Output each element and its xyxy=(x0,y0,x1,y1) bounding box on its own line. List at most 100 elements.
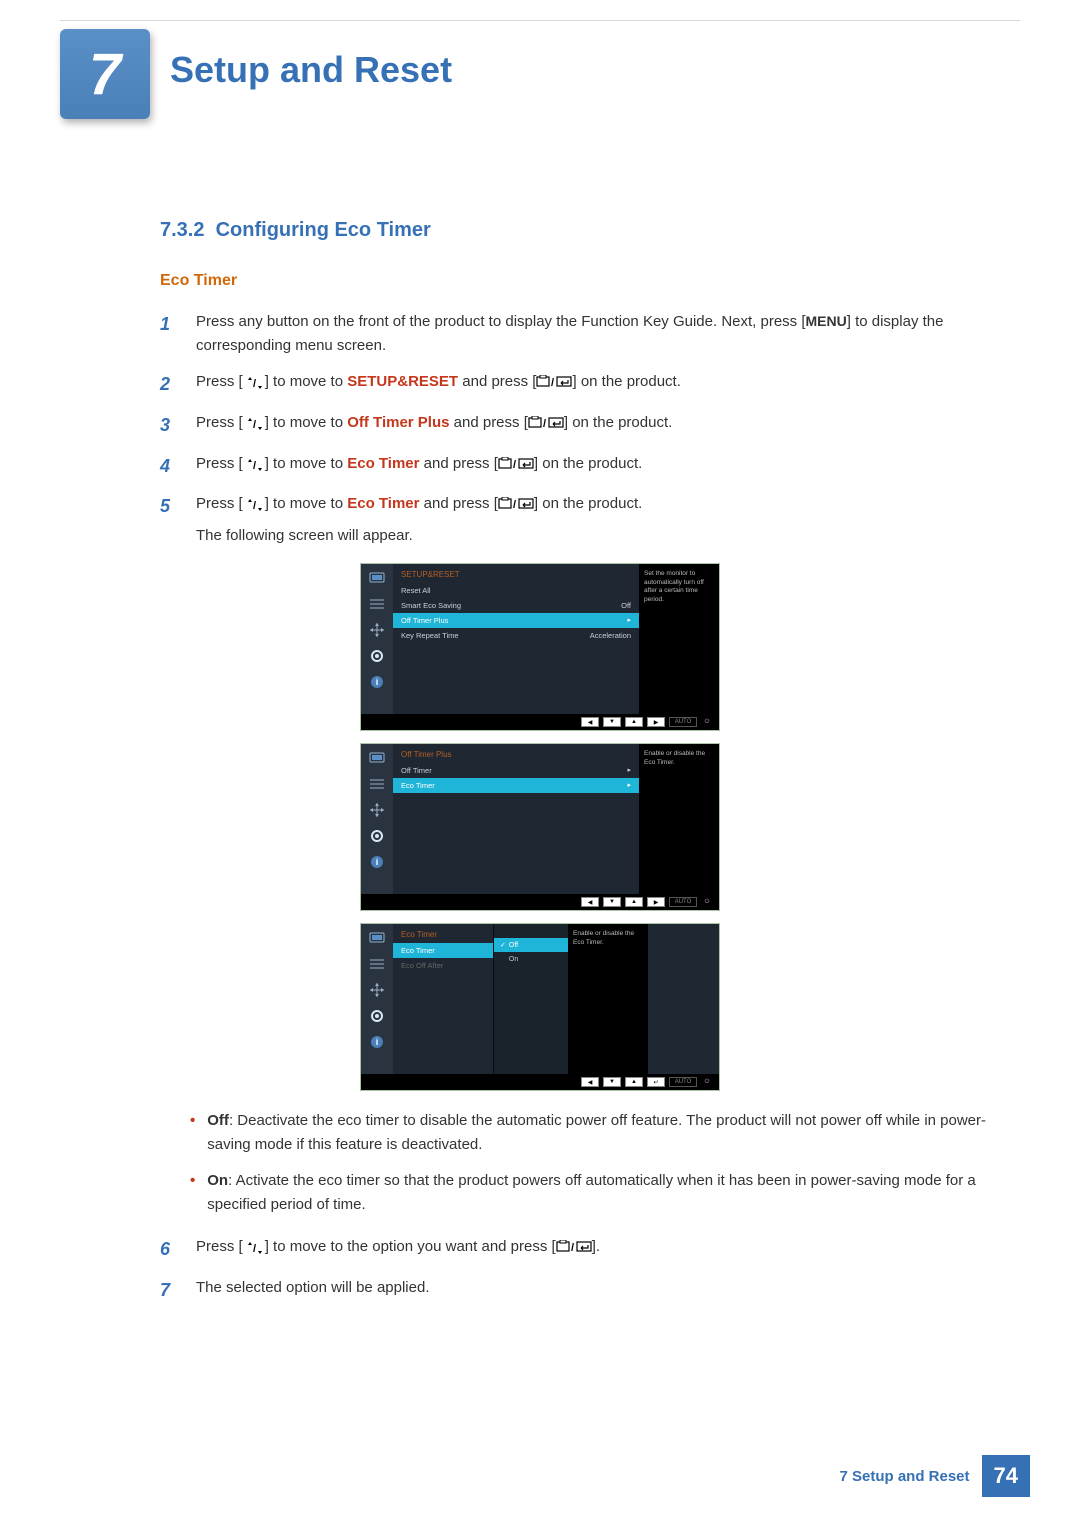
svg-text:/: / xyxy=(543,418,546,430)
info-icon: i xyxy=(367,1034,387,1050)
osd-eco-timer: i Eco Timer Eco Timer Eco Off After ✓Off… xyxy=(360,923,720,1091)
highlight: Eco Timer xyxy=(347,495,419,512)
label: Off Timer Plus xyxy=(401,616,448,625)
osd-menu: SETUP&RESET Reset All Smart Eco SavingOf… xyxy=(393,564,639,714)
svg-text:/: / xyxy=(253,378,256,389)
t: ] on the product. xyxy=(572,373,680,390)
page-number: 74 xyxy=(982,1455,1030,1497)
value: Acceleration xyxy=(590,631,631,640)
t: ] to move to xyxy=(265,414,348,431)
nav-auto: AUTO xyxy=(669,1077,697,1087)
osd-row-highlight: Eco Timer xyxy=(393,943,493,958)
step-3: 3 Press [/] to move to Off Timer Plus an… xyxy=(160,411,990,440)
t: ] to move to the option you want and pre… xyxy=(265,1238,556,1255)
t: and press [ xyxy=(449,414,527,431)
up-down-icon: / xyxy=(243,370,265,394)
arrows-icon xyxy=(367,802,387,818)
osd-off-timer-plus: i Off Timer Plus Off Timer▸ Eco Timer▸ E… xyxy=(360,743,720,911)
section-number: 7.3.2 xyxy=(160,219,204,241)
value: ▸ xyxy=(627,781,631,790)
chapter-number: 7 xyxy=(60,29,150,119)
monitor-icon xyxy=(367,930,387,946)
bullet-off: • Off: Deactivate the eco timer to disab… xyxy=(190,1109,1020,1157)
nav-left-icon: ◀ xyxy=(581,1077,599,1087)
step-4: 4 Press [/] to move to Eco Timer and pre… xyxy=(160,452,990,481)
svg-text:i: i xyxy=(376,857,379,867)
osd-row: Key Repeat TimeAcceleration xyxy=(393,628,639,643)
step-number: 7 xyxy=(160,1276,178,1305)
select-enter-icon: / xyxy=(556,1235,592,1259)
step-1: 1 Press any button on the front of the p… xyxy=(160,310,990,358)
list-icon xyxy=(367,776,387,792)
bullet-label: On xyxy=(207,1172,228,1189)
svg-text:/: / xyxy=(253,1243,256,1254)
osd-submenu: ✓Off ✓On xyxy=(493,924,568,1074)
osd-title: Eco Timer xyxy=(393,928,493,943)
osd-sidebar: i xyxy=(361,924,393,1074)
step-5: 5 Press [/] to move to Eco Timer and pre… xyxy=(160,492,990,548)
osd-sidebar: i xyxy=(361,744,393,894)
t: Press [ xyxy=(196,414,243,431)
label: Off Timer xyxy=(401,766,432,775)
osd-row: Smart Eco SavingOff xyxy=(393,598,639,613)
gear-icon xyxy=(367,648,387,664)
t: and press [ xyxy=(420,455,498,472)
list-icon xyxy=(367,596,387,612)
nav-down-icon: ▼ xyxy=(603,897,621,907)
submenu-row-selected: ✓Off xyxy=(494,938,568,952)
svg-text:/: / xyxy=(513,459,516,471)
list-icon xyxy=(367,956,387,972)
nav-left-icon: ◀ xyxy=(581,897,599,907)
label: Eco Off After xyxy=(401,961,443,970)
svg-text:i: i xyxy=(376,1037,379,1047)
select-enter-icon: / xyxy=(528,411,564,435)
step-number: 3 xyxy=(160,411,178,440)
step-2: 2 Press [/] to move to SETUP&RESET and p… xyxy=(160,370,990,399)
svg-text:/: / xyxy=(253,460,256,471)
bullet-dot-icon: • xyxy=(190,1169,195,1217)
osd-menu: Off Timer Plus Off Timer▸ Eco Timer▸ xyxy=(393,744,639,894)
section-title: Configuring Eco Timer xyxy=(216,219,431,241)
svg-text:i: i xyxy=(376,677,379,687)
label: On xyxy=(509,956,518,963)
step-number: 2 xyxy=(160,370,178,399)
bullet-text: : Activate the eco timer so that the pro… xyxy=(207,1172,975,1213)
label: Reset All xyxy=(401,586,431,595)
svg-text:/: / xyxy=(571,1242,574,1254)
nav-enter-icon: ↵ xyxy=(647,1077,665,1087)
osd-row-highlight: Eco Timer ▸ xyxy=(393,778,639,793)
t: ] to move to xyxy=(265,495,348,512)
monitor-icon xyxy=(367,570,387,586)
step-text: Press [/] to move to SETUP&RESET and pre… xyxy=(196,370,990,399)
label: Eco Timer xyxy=(401,781,435,790)
osd-description: Set the monitor to automatically turn of… xyxy=(639,564,719,714)
osd-sidebar: i xyxy=(361,564,393,714)
nav-down-icon: ▼ xyxy=(603,717,621,727)
check-icon: ✓ xyxy=(500,941,506,949)
info-icon: i xyxy=(367,674,387,690)
power-icon: ⏻ xyxy=(701,717,713,727)
value: Off xyxy=(621,601,631,610)
footer: 7 Setup and Reset 74 xyxy=(839,1455,1030,1497)
up-down-icon: / xyxy=(243,452,265,476)
osd-setup-reset: i SETUP&RESET Reset All Smart Eco Saving… xyxy=(360,563,720,731)
value: ▸ xyxy=(627,616,631,625)
svg-text:/: / xyxy=(253,419,256,430)
osd-menu: Eco Timer Eco Timer Eco Off After xyxy=(393,924,493,1074)
t: Press [ xyxy=(196,455,243,472)
t: Press [ xyxy=(196,495,243,512)
nav-auto: AUTO xyxy=(669,717,697,727)
menu-label: MENU xyxy=(806,313,847,329)
t: Press [ xyxy=(196,1238,243,1255)
step-text: Press [/] to move to Eco Timer and press… xyxy=(196,492,990,548)
monitor-icon xyxy=(367,750,387,766)
step-text: Press [/] to move to Eco Timer and press… xyxy=(196,452,990,481)
bullet-text: : Deactivate the eco timer to disable th… xyxy=(207,1112,986,1153)
up-down-icon: / xyxy=(243,1235,265,1259)
step-6: 6 Press [/] to move to the option you wa… xyxy=(160,1235,990,1264)
label: Off xyxy=(509,942,518,949)
osd-description: Enable or disable the Eco Timer. xyxy=(639,744,719,894)
osd-row: Off Timer▸ xyxy=(393,763,639,778)
nav-right-icon: ▶ xyxy=(647,717,665,727)
section-heading: 7.3.2 Configuring Eco Timer xyxy=(160,219,1020,242)
